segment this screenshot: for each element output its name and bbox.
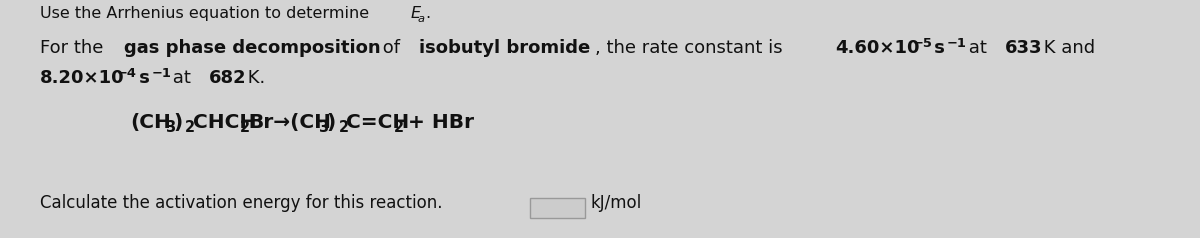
Text: 682: 682: [209, 69, 247, 87]
Text: s: s: [928, 39, 946, 57]
Text: C=CH: C=CH: [346, 113, 409, 132]
Text: .: .: [425, 6, 430, 21]
Text: at: at: [167, 69, 197, 87]
Text: 8.20×10: 8.20×10: [40, 69, 125, 87]
Text: Use the Arrhenius equation to determine: Use the Arrhenius equation to determine: [40, 6, 374, 21]
Text: 3: 3: [319, 119, 329, 134]
Text: ): ): [173, 113, 182, 132]
Text: E: E: [410, 6, 421, 21]
Text: 2: 2: [394, 119, 403, 134]
Text: −5: −5: [912, 37, 932, 50]
Text: at: at: [962, 39, 992, 57]
Text: 4.60×10: 4.60×10: [835, 39, 920, 57]
Text: of: of: [377, 39, 406, 57]
Text: −4: −4: [116, 67, 137, 80]
Bar: [529, 198, 584, 218]
Text: s: s: [133, 69, 150, 87]
Text: Br→(CH: Br→(CH: [247, 113, 331, 132]
Text: (CH: (CH: [130, 113, 170, 132]
Text: 2: 2: [240, 119, 250, 134]
Text: 3: 3: [166, 119, 176, 134]
Text: isobutyl bromide: isobutyl bromide: [419, 39, 590, 57]
Text: ): ): [326, 113, 336, 132]
Text: + HBr: + HBr: [401, 113, 474, 132]
Text: 2: 2: [185, 119, 196, 134]
Text: −1: −1: [947, 37, 967, 50]
Text: K.: K.: [242, 69, 265, 87]
Text: −1: −1: [151, 67, 172, 80]
Text: , the rate constant is: , the rate constant is: [594, 39, 788, 57]
Text: 633: 633: [1004, 39, 1042, 57]
Text: Calculate the activation energy for this reaction.: Calculate the activation energy for this…: [40, 194, 443, 212]
Text: a: a: [418, 14, 425, 24]
Text: kJ/mol: kJ/mol: [590, 194, 642, 212]
Text: 2: 2: [338, 119, 348, 134]
Text: K and: K and: [1038, 39, 1094, 57]
Text: CHCH: CHCH: [192, 113, 256, 132]
Text: For the: For the: [40, 39, 109, 57]
Text: gas phase decomposition: gas phase decomposition: [124, 39, 380, 57]
